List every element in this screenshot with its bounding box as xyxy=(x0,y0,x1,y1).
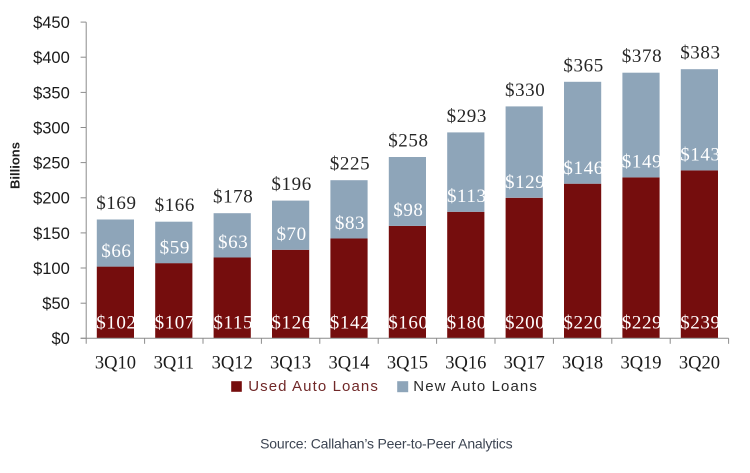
svg-text:$180: $180 xyxy=(447,313,487,334)
svg-text:3Q15: 3Q15 xyxy=(387,354,428,374)
svg-text:$63: $63 xyxy=(218,232,248,253)
svg-text:$107: $107 xyxy=(155,313,195,334)
svg-text:3Q19: 3Q19 xyxy=(620,354,661,374)
svg-text:$0: $0 xyxy=(51,330,69,348)
svg-text:$129: $129 xyxy=(505,172,545,193)
svg-text:$196: $196 xyxy=(271,174,311,195)
svg-text:$200: $200 xyxy=(33,190,70,208)
svg-text:3Q16: 3Q16 xyxy=(445,354,486,374)
svg-text:Billions: Billions xyxy=(7,142,22,189)
svg-text:$149: $149 xyxy=(622,152,662,173)
svg-text:3Q13: 3Q13 xyxy=(270,354,311,374)
svg-text:$450: $450 xyxy=(33,14,70,32)
svg-text:Used Auto Loans: Used Auto Loans xyxy=(248,378,379,395)
svg-text:3Q17: 3Q17 xyxy=(504,354,545,374)
svg-text:$102: $102 xyxy=(96,313,136,334)
svg-text:$200: $200 xyxy=(505,313,545,334)
svg-text:$146: $146 xyxy=(563,158,603,179)
svg-text:$250: $250 xyxy=(33,155,70,173)
svg-text:3Q11: 3Q11 xyxy=(154,354,194,374)
svg-text:$383: $383 xyxy=(680,43,720,64)
svg-text:$126: $126 xyxy=(271,313,311,334)
svg-text:$66: $66 xyxy=(101,241,131,262)
svg-text:$378: $378 xyxy=(622,46,662,67)
svg-text:$400: $400 xyxy=(33,49,70,67)
svg-text:$98: $98 xyxy=(393,200,423,221)
svg-text:$300: $300 xyxy=(33,119,70,137)
svg-text:$142: $142 xyxy=(330,313,370,334)
svg-text:3Q20: 3Q20 xyxy=(679,354,720,374)
svg-text:$59: $59 xyxy=(160,237,190,258)
svg-text:$50: $50 xyxy=(42,295,70,313)
svg-text:3Q14: 3Q14 xyxy=(328,354,369,374)
svg-text:Source: Callahan’s Peer-to-Pee: Source: Callahan’s Peer-to-Peer Analytic… xyxy=(260,435,512,451)
svg-text:3Q18: 3Q18 xyxy=(562,354,603,374)
svg-text:$115: $115 xyxy=(213,313,253,334)
svg-text:New Auto Loans: New Auto Loans xyxy=(413,378,538,395)
svg-text:$225: $225 xyxy=(330,154,370,175)
svg-text:$166: $166 xyxy=(155,195,195,216)
svg-text:$178: $178 xyxy=(213,187,253,208)
svg-text:3Q12: 3Q12 xyxy=(212,354,253,374)
svg-text:$70: $70 xyxy=(276,224,306,245)
svg-text:$365: $365 xyxy=(563,55,603,76)
svg-text:$113: $113 xyxy=(447,186,487,207)
svg-text:$83: $83 xyxy=(335,213,365,234)
svg-text:$229: $229 xyxy=(622,313,662,334)
svg-text:$330: $330 xyxy=(505,80,545,101)
svg-text:$350: $350 xyxy=(33,84,70,102)
svg-text:$100: $100 xyxy=(33,260,70,278)
svg-text:$143: $143 xyxy=(680,145,720,166)
svg-text:$220: $220 xyxy=(563,313,603,334)
svg-text:$239: $239 xyxy=(680,313,720,334)
svg-text:3Q10: 3Q10 xyxy=(95,354,136,374)
svg-text:$293: $293 xyxy=(447,106,487,127)
svg-text:$169: $169 xyxy=(96,193,136,214)
svg-text:$160: $160 xyxy=(388,313,428,334)
svg-text:$150: $150 xyxy=(33,225,70,243)
svg-text:$258: $258 xyxy=(388,131,428,152)
